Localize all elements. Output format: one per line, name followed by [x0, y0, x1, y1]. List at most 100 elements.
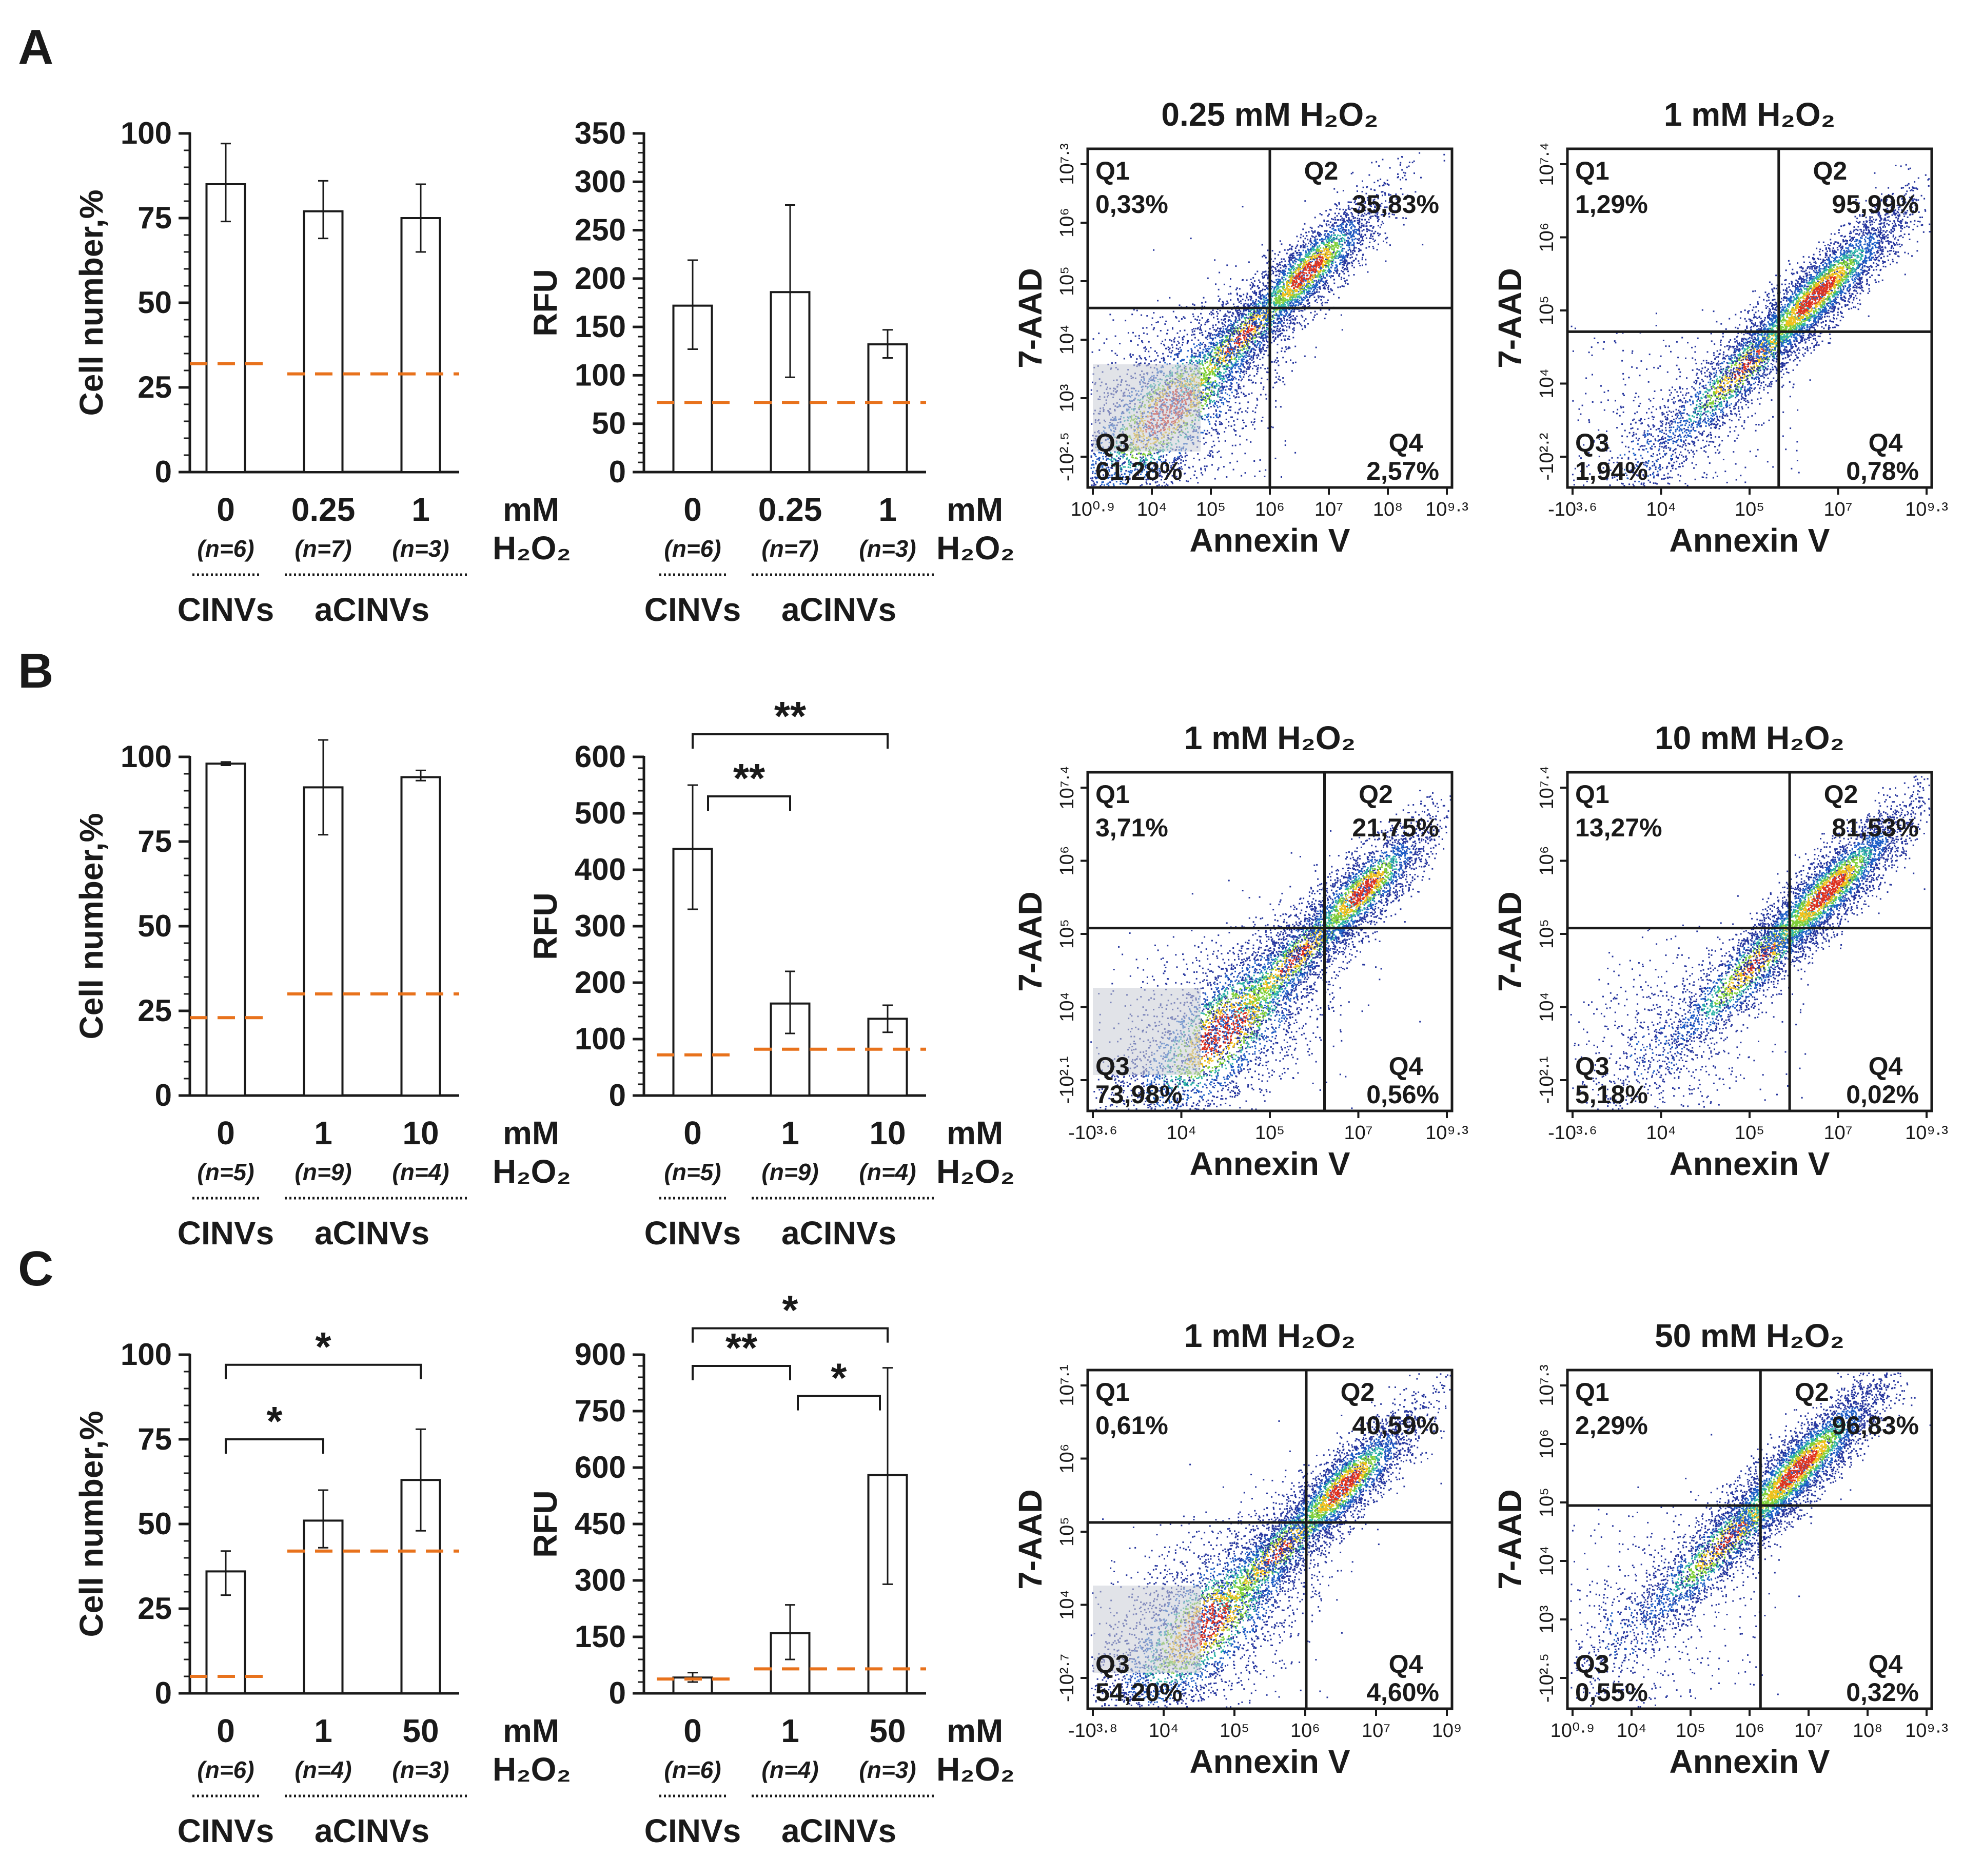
n-label: (n=6) — [197, 535, 254, 562]
n-label: (n=6) — [664, 535, 721, 562]
q2-label: Q2 — [1341, 1378, 1375, 1406]
x-tick-label: 1 — [314, 1712, 332, 1749]
x-tick-label: -10³·⁶ — [1548, 1122, 1597, 1144]
bar-10 — [402, 777, 440, 1096]
y-tick-label: 10⁴ — [1536, 992, 1558, 1022]
n-label: (n=6) — [664, 1756, 721, 1783]
group-label-acinvs: aCINVs — [781, 591, 896, 628]
y-tick-label: 750 — [575, 1394, 626, 1428]
x-tick-label: 10⁹·³ — [1425, 499, 1468, 520]
x-tick-label: 10⁵ — [1735, 1122, 1764, 1144]
q4-label: Q4 — [1389, 1650, 1423, 1678]
x-tick-label: 10⁵ — [1220, 1720, 1249, 1742]
y-axis-label: RFU — [527, 1490, 564, 1558]
x-tick-label: 10⁰·⁹ — [1071, 499, 1115, 520]
x-tick-label: 10⁵ — [1196, 499, 1226, 520]
q1-label: Q1 — [1575, 1378, 1609, 1406]
x-tick-label: 10⁵ — [1676, 1720, 1705, 1742]
q3-value: 1,94% — [1575, 457, 1648, 485]
n-label: (n=4) — [761, 1756, 818, 1783]
group-label-acinvs: aCINVs — [781, 1215, 896, 1252]
q1-label: Q1 — [1095, 1378, 1130, 1406]
group-label-cinvs: CINVs — [178, 1812, 274, 1849]
y-tick-label: 10⁵ — [1536, 919, 1558, 949]
x-tick-label: 0 — [683, 1115, 702, 1151]
q2-value: 96,83% — [1832, 1411, 1919, 1440]
q3-label: Q3 — [1095, 1650, 1130, 1678]
y-tick-label: 50 — [592, 406, 626, 441]
q2-value: 21,75% — [1352, 813, 1439, 842]
y-tick-label: 0 — [155, 455, 172, 489]
group-label-cinvs: CINVs — [644, 1812, 741, 1849]
flow-title: 50 mM H₂O₂ — [1655, 1317, 1844, 1354]
q1-value: 1,29% — [1575, 190, 1648, 219]
q2-label: Q2 — [1359, 780, 1393, 809]
significance-stars: ** — [725, 1325, 758, 1371]
flow-plot-a-2: 1 mM H₂O₂Q11,29%Q295,99%Q31,94%Q40,78%10… — [1491, 96, 1948, 559]
n-label: (n=6) — [197, 1756, 254, 1783]
y-tick-label: 50 — [138, 285, 172, 320]
significance-stars: * — [315, 1324, 331, 1370]
x-axis-label: Annexin V — [1670, 1145, 1830, 1182]
y-axis-label: 7-AAD — [1012, 891, 1049, 992]
q3-value: 61,28% — [1095, 457, 1183, 485]
y-tick-label: -10²·² — [1536, 433, 1558, 481]
bar-0 — [207, 184, 245, 472]
y-tick-label: 10⁷·¹ — [1056, 1364, 1078, 1406]
x-axis-label: Annexin V — [1190, 522, 1350, 559]
q4-label: Q4 — [1869, 1650, 1903, 1678]
y-tick-label: 10³ — [1056, 384, 1078, 413]
y-tick-label: 10⁴ — [1056, 1590, 1078, 1620]
y-tick-label: 10⁵ — [1056, 919, 1078, 949]
y-tick-label: 200 — [575, 261, 626, 296]
bar-0.25 — [304, 211, 343, 472]
q4-label: Q4 — [1869, 1052, 1903, 1081]
n-label: (n=9) — [761, 1159, 818, 1185]
unit-mm: mM — [947, 1712, 1003, 1749]
y-tick-label: -10²·¹ — [1056, 1057, 1078, 1104]
flow-title: 1 mM H₂O₂ — [1184, 719, 1356, 756]
q2-value: 35,83% — [1352, 190, 1439, 219]
x-tick-label: 0.25 — [291, 491, 356, 528]
x-tick-label: 10 — [869, 1115, 906, 1151]
x-tick-label: 1 — [781, 1712, 799, 1749]
q4-value: 4,60% — [1366, 1678, 1439, 1707]
q1-label: Q1 — [1095, 780, 1130, 809]
q1-value: 2,29% — [1575, 1411, 1648, 1440]
y-tick-label: 100 — [121, 116, 172, 150]
y-tick-label: 75 — [138, 201, 172, 235]
group-label-acinvs: aCINVs — [315, 1215, 429, 1252]
q1-label: Q1 — [1575, 157, 1609, 185]
q4-label: Q4 — [1389, 428, 1423, 457]
y-axis-label: 7-AAD — [1491, 268, 1528, 368]
q1-label: Q1 — [1575, 780, 1609, 809]
n-label: (n=3) — [392, 535, 449, 562]
x-tick-label: 10⁹ — [1432, 1720, 1462, 1742]
y-tick-label: 600 — [575, 1450, 626, 1484]
bar-1 — [402, 218, 440, 472]
y-axis-label: Cell number,% — [73, 1411, 110, 1637]
y-tick-label: 10⁶ — [1536, 846, 1558, 876]
rfu-chart-a: 050100150200250300350RFU0(n=6)0.25(n=7)1… — [527, 116, 1015, 628]
group-label-acinvs: aCINVs — [315, 1812, 429, 1849]
y-tick-label: -10²·⁷ — [1056, 1654, 1078, 1702]
x-tick-label: 10⁷ — [1823, 1122, 1852, 1144]
n-label: (n=7) — [761, 535, 818, 562]
y-tick-label: 250 — [575, 213, 626, 247]
q2-value: 40,59% — [1352, 1411, 1439, 1440]
y-axis-label: Cell number,% — [73, 190, 110, 416]
y-axis-label: RFU — [527, 892, 564, 960]
y-tick-label: 10⁶ — [1056, 846, 1078, 876]
unit-h2o2: H₂O₂ — [936, 530, 1015, 566]
y-tick-label: 10⁴ — [1056, 325, 1078, 355]
unit-mm: mM — [947, 1115, 1003, 1151]
bar-0 — [207, 764, 245, 1096]
y-tick-label: 0 — [155, 1676, 172, 1710]
q4-label: Q4 — [1389, 1052, 1423, 1081]
y-axis-label: 7-AAD — [1491, 1489, 1528, 1590]
y-tick-label: 10⁷·³ — [1056, 143, 1078, 185]
q4-value: 0,78% — [1846, 457, 1919, 485]
group-label-cinvs: CINVs — [644, 1215, 741, 1252]
x-tick-label: -10³·⁶ — [1068, 1122, 1117, 1144]
x-tick-label: 1 — [781, 1115, 799, 1151]
